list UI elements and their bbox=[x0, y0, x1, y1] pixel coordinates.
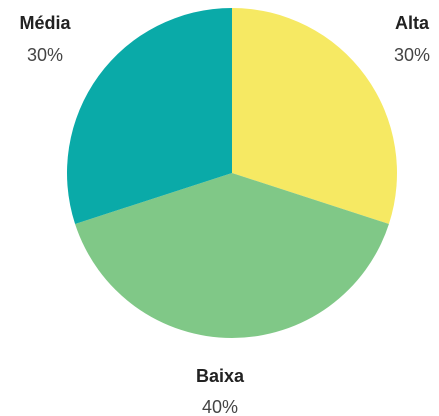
slice-value-média: 30% bbox=[27, 45, 63, 65]
slice-label-baixa: Baixa bbox=[196, 366, 245, 386]
pie-slice-alta[interactable] bbox=[232, 8, 397, 224]
slice-label-média: Média bbox=[19, 13, 71, 33]
pie-slice-média[interactable] bbox=[66, 7, 232, 224]
pie-labels: Alta 30% Baixa 40% Média 30% bbox=[19, 13, 430, 416]
slice-value-baixa: 40% bbox=[202, 397, 238, 416]
slice-label-alta: Alta bbox=[395, 13, 430, 33]
pie-slice-baixa[interactable] bbox=[75, 173, 389, 338]
slice-value-alta: 30% bbox=[394, 45, 430, 65]
pie-slices bbox=[66, 7, 397, 338]
